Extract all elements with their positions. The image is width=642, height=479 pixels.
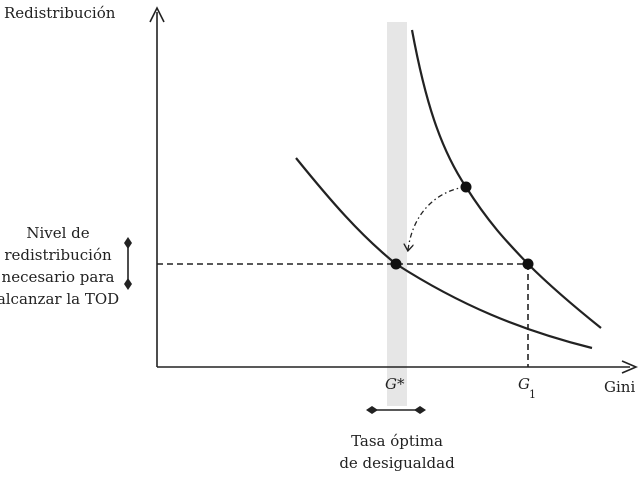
bottom-range-left-diamond bbox=[366, 406, 378, 414]
y-axis-arrowhead bbox=[149, 6, 165, 23]
g1-label-subscript: 1 bbox=[529, 388, 536, 401]
bottom-annotation-line-2: de desigualdad bbox=[339, 454, 455, 472]
bottom-range-right-diamond bbox=[414, 406, 426, 414]
upper-curve bbox=[410, 29, 602, 329]
left-annotation-line-4: alcanzar la TOD bbox=[0, 290, 119, 308]
left-annotation-line-1: Nivel de bbox=[26, 224, 89, 242]
left-range-top-diamond bbox=[124, 237, 132, 249]
y-axis-label: Redistribución bbox=[4, 4, 116, 22]
left-annotation-line-3: necesario para bbox=[2, 268, 115, 286]
x-axis-arrowhead bbox=[621, 360, 639, 374]
optimal-band bbox=[387, 22, 407, 406]
transition-arrow bbox=[408, 186, 467, 250]
bottom-annotation-line-1: Tasa óptima bbox=[351, 432, 443, 450]
g1-label-base: G bbox=[518, 375, 530, 393]
left-annotation-line-2: redistribución bbox=[4, 246, 112, 264]
lower-curve bbox=[295, 157, 593, 350]
point-g1 bbox=[522, 258, 534, 270]
point-optimal bbox=[390, 258, 402, 270]
point-upper bbox=[460, 181, 472, 193]
left-range-bottom-diamond bbox=[124, 278, 132, 290]
g-star-label: G* bbox=[385, 375, 405, 393]
x-axis-label: Gini bbox=[604, 378, 635, 396]
